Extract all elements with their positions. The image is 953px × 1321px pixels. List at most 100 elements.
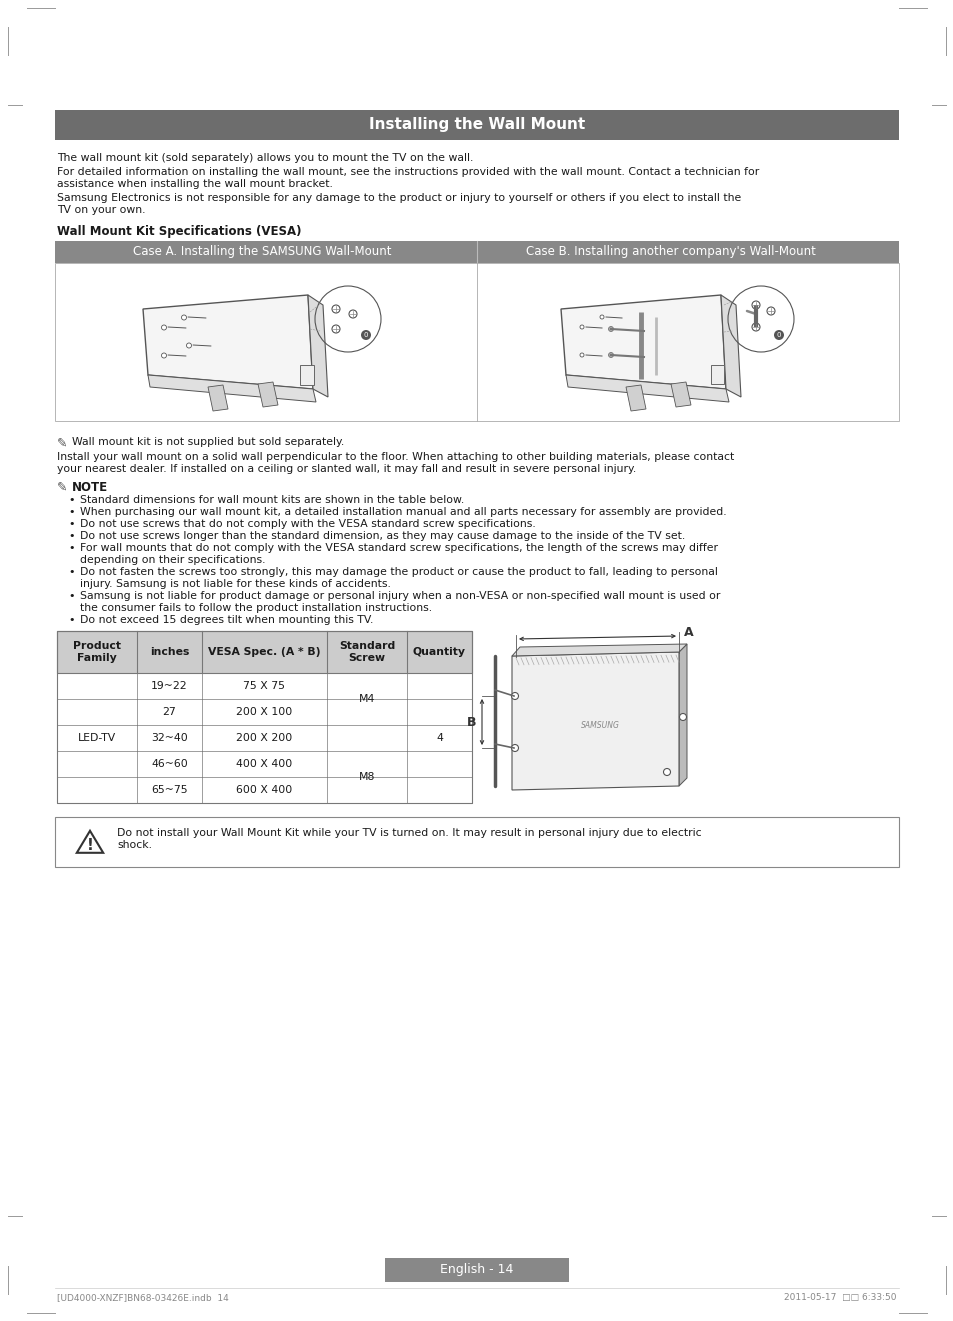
Text: Product
Family: Product Family [73,641,121,663]
Text: •: • [68,590,74,601]
Text: 32~40: 32~40 [151,733,188,742]
Text: ✎: ✎ [57,481,68,494]
Text: Installing the Wall Mount: Installing the Wall Mount [369,118,584,132]
Text: B: B [467,716,476,728]
Polygon shape [560,295,725,388]
Circle shape [773,330,783,339]
Polygon shape [308,295,328,398]
Polygon shape [143,295,313,388]
Text: Standard
Screw: Standard Screw [338,641,395,663]
Circle shape [608,353,613,358]
Text: A: A [683,626,693,639]
Text: For detailed information on installing the wall mount, see the instructions prov: For detailed information on installing t… [57,166,759,177]
Text: 400 X 400: 400 X 400 [236,760,293,769]
Polygon shape [208,384,228,411]
Text: the consumer fails to follow the product installation instructions.: the consumer fails to follow the product… [80,602,432,613]
Text: 200 X 200: 200 X 200 [236,733,293,742]
Text: 65~75: 65~75 [151,785,188,795]
Text: 0: 0 [363,332,368,338]
Text: 600 X 400: 600 X 400 [236,785,293,795]
Circle shape [662,769,670,775]
Text: Do not use screws longer than the standard dimension, as they may cause damage t: Do not use screws longer than the standa… [80,531,684,542]
Text: Samsung Electronics is not responsible for any damage to the product or injury t: Samsung Electronics is not responsible f… [57,193,740,203]
Circle shape [679,713,686,720]
Bar [299,365,314,384]
Polygon shape [720,295,740,398]
Text: LED-TV: LED-TV [78,733,116,742]
Text: Do not exceed 15 degrees tilt when mounting this TV.: Do not exceed 15 degrees tilt when mount… [80,616,373,625]
Text: Case B. Installing another company's Wall-Mount: Case B. Installing another company's Wal… [525,246,815,259]
Text: English - 14: English - 14 [440,1263,513,1276]
Circle shape [360,330,371,339]
Circle shape [161,325,167,330]
Circle shape [511,745,518,752]
FancyBboxPatch shape [55,110,898,140]
Polygon shape [148,375,315,402]
Circle shape [332,305,339,313]
Circle shape [181,314,186,320]
Circle shape [579,353,583,357]
Text: injury. Samsung is not liable for these kinds of accidents.: injury. Samsung is not liable for these … [80,579,391,589]
Text: shock.: shock. [117,840,152,849]
Text: ✎: ✎ [57,437,68,450]
Text: assistance when installing the wall mount bracket.: assistance when installing the wall moun… [57,180,333,189]
Circle shape [332,325,339,333]
Text: Wall mount kit is not supplied but sold separately.: Wall mount kit is not supplied but sold … [71,437,344,446]
FancyBboxPatch shape [55,816,898,867]
Circle shape [599,314,603,318]
Text: 19~22: 19~22 [151,682,188,691]
Text: Do not install your Wall Mount Kit while your TV is turned on. It may result in : Do not install your Wall Mount Kit while… [117,828,700,838]
Text: M4: M4 [358,694,375,704]
FancyBboxPatch shape [55,240,898,263]
Circle shape [349,310,356,318]
Text: NOTE: NOTE [71,481,108,494]
Circle shape [186,343,192,347]
Text: For wall mounts that do not comply with the VESA standard screw specifications, : For wall mounts that do not comply with … [80,543,718,553]
Text: Install your wall mount on a solid wall perpendicular to the floor. When attachi: Install your wall mount on a solid wall … [57,452,734,462]
Circle shape [579,325,583,329]
Polygon shape [77,831,103,853]
Polygon shape [512,645,686,657]
Text: [UD4000-XNZF]BN68-03426E.indb  14: [UD4000-XNZF]BN68-03426E.indb 14 [57,1293,229,1303]
Bar [710,365,723,384]
Polygon shape [625,384,645,411]
Text: inches: inches [150,647,189,657]
Polygon shape [670,382,690,407]
Text: TV on your own.: TV on your own. [57,205,146,215]
Text: •: • [68,567,74,577]
Text: 0: 0 [776,332,781,338]
Polygon shape [512,653,679,790]
Text: Do not fasten the screws too strongly, this may damage the product or cause the : Do not fasten the screws too strongly, t… [80,567,717,577]
Text: depending on their specifications.: depending on their specifications. [80,555,265,565]
Text: !: ! [87,839,93,853]
Text: M8: M8 [358,771,375,782]
Polygon shape [679,645,686,786]
Text: Wall Mount Kit Specifications (VESA): Wall Mount Kit Specifications (VESA) [57,225,301,238]
Circle shape [608,326,613,332]
Text: •: • [68,507,74,517]
Text: •: • [68,531,74,542]
Text: •: • [68,495,74,505]
Text: Case A. Installing the SAMSUNG Wall-Mount: Case A. Installing the SAMSUNG Wall-Moun… [132,246,391,259]
FancyBboxPatch shape [55,263,898,421]
Text: •: • [68,519,74,528]
Circle shape [511,692,518,700]
Text: VESA Spec. (A * B): VESA Spec. (A * B) [208,647,320,657]
Text: 27: 27 [162,707,176,717]
Text: Do not use screws that do not comply with the VESA standard screw specifications: Do not use screws that do not comply wit… [80,519,536,528]
Text: When purchasing our wall mount kit, a detailed installation manual and all parts: When purchasing our wall mount kit, a de… [80,507,726,517]
Text: Samsung is not liable for product damage or personal injury when a non-VESA or n: Samsung is not liable for product damage… [80,590,720,601]
Text: 75 X 75: 75 X 75 [243,682,285,691]
Text: SAMSUNG: SAMSUNG [580,720,619,729]
Circle shape [751,301,760,309]
Text: •: • [68,616,74,625]
Text: 46~60: 46~60 [151,760,188,769]
Text: Quantity: Quantity [413,647,465,657]
FancyBboxPatch shape [385,1258,568,1281]
Text: The wall mount kit (sold separately) allows you to mount the TV on the wall.: The wall mount kit (sold separately) all… [57,153,473,162]
Text: your nearest dealer. If installed on a ceiling or slanted wall, it may fall and : your nearest dealer. If installed on a c… [57,464,636,474]
Text: •: • [68,543,74,553]
Polygon shape [257,382,277,407]
Text: Standard dimensions for wall mount kits are shown in the table below.: Standard dimensions for wall mount kits … [80,495,464,505]
Circle shape [751,324,760,332]
